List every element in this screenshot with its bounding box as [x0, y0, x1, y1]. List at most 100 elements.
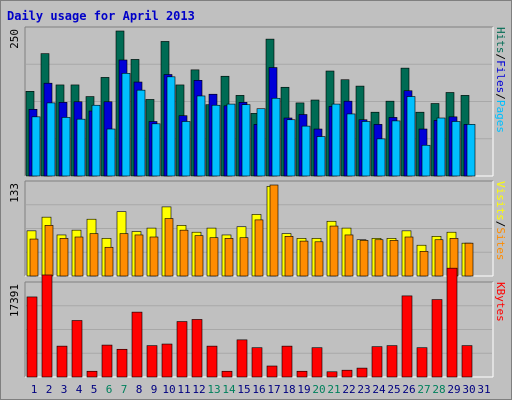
- legend-entry: Files: [494, 60, 507, 93]
- day-label: 27: [417, 383, 430, 396]
- pages-bar: [46, 102, 56, 177]
- day-label: 4: [76, 383, 83, 396]
- y-max-label: 250: [8, 29, 21, 49]
- day-label: 1: [31, 383, 38, 396]
- sites-bar: [284, 236, 294, 277]
- pages-bar: [421, 144, 431, 177]
- day-label: 3: [61, 383, 68, 396]
- day-label: 14: [222, 383, 236, 396]
- pages-bar: [466, 124, 476, 177]
- kbytes-bar: [461, 345, 473, 378]
- day-label: 23: [357, 383, 370, 396]
- kbytes-bar: [206, 345, 218, 378]
- legend: Visits/Sites: [494, 181, 507, 261]
- sites-bar: [434, 239, 444, 277]
- pages-bar: [286, 119, 296, 177]
- sites-bar: [134, 234, 144, 277]
- sites-bar: [209, 237, 219, 277]
- kbytes-bar: [41, 274, 53, 378]
- y-max-label: 133: [8, 183, 21, 203]
- pages-bar: [316, 136, 326, 177]
- y-max-label: 17391: [8, 284, 21, 317]
- kbytes-bar: [371, 346, 383, 378]
- kbytes-bar: [71, 320, 83, 378]
- sites-bar: [104, 246, 114, 277]
- pages-bar: [331, 103, 341, 177]
- kbytes-bar: [266, 365, 278, 378]
- kbytes-bar: [326, 371, 338, 378]
- pages-bar: [346, 113, 356, 177]
- pages-bar: [196, 95, 206, 177]
- day-label: 22: [342, 383, 355, 396]
- kbytes-bar: [281, 345, 293, 378]
- sites-bar: [359, 240, 369, 277]
- day-label: 29: [447, 383, 460, 396]
- pages-bar: [256, 108, 266, 177]
- kbytes-bar: [191, 319, 203, 378]
- sites-bar: [374, 239, 384, 277]
- pages-bar: [91, 104, 101, 177]
- kbytes-bar: [341, 369, 353, 378]
- kbytes-bar: [251, 347, 263, 378]
- legend-entry: /: [494, 54, 507, 61]
- pages-bar: [361, 121, 371, 177]
- sites-bar: [419, 251, 429, 277]
- kbytes-bar: [446, 267, 458, 378]
- pages-bar: [451, 121, 461, 177]
- day-label: 2: [46, 383, 53, 396]
- sites-bar: [164, 218, 174, 277]
- legend-entry: /: [494, 221, 507, 228]
- kbytes-bar: [311, 347, 323, 378]
- legend: KBytes: [494, 282, 507, 322]
- sites-bar: [29, 238, 39, 277]
- day-label: 30: [462, 383, 475, 396]
- sites-bar: [344, 234, 354, 277]
- pages-bar: [241, 104, 251, 177]
- kbytes-bar: [56, 345, 68, 378]
- pages-bar: [166, 76, 176, 177]
- day-label: 15: [237, 383, 250, 396]
- legend-entry: /: [494, 93, 507, 100]
- kbytes-bar: [176, 321, 188, 378]
- kbytes-bar: [416, 347, 428, 378]
- day-label: 11: [177, 383, 190, 396]
- day-label: 26: [402, 383, 415, 396]
- kbytes-bar: [86, 370, 98, 378]
- day-label: 8: [136, 383, 143, 396]
- day-label: 17: [267, 383, 280, 396]
- sites-bar: [269, 184, 279, 277]
- sites-bar: [404, 236, 414, 277]
- sites-bar: [329, 225, 339, 277]
- sites-bar: [464, 242, 474, 277]
- legend-entry: Sites: [494, 227, 507, 260]
- pages-bar: [31, 116, 41, 177]
- pages-bar: [151, 123, 161, 177]
- pages-bar: [136, 89, 146, 177]
- sites-bar: [194, 235, 204, 277]
- legend-entry: Visits: [494, 181, 507, 221]
- pages-bar: [211, 104, 221, 177]
- legend-entry: Hits: [494, 27, 507, 54]
- pages-bar: [436, 117, 446, 177]
- pages-bar: [271, 97, 281, 177]
- sites-bar: [74, 236, 84, 277]
- day-label: 7: [121, 383, 128, 396]
- pages-bar: [61, 117, 71, 177]
- sites-bar: [44, 225, 54, 277]
- sites-bar: [224, 238, 234, 277]
- day-label: 16: [252, 383, 265, 396]
- sites-bar: [239, 237, 249, 277]
- day-label: 24: [372, 383, 386, 396]
- pages-bar: [301, 125, 311, 177]
- day-label: 20: [312, 383, 325, 396]
- day-label: 12: [192, 383, 205, 396]
- pages-bar: [376, 138, 386, 177]
- sites-bar: [314, 241, 324, 277]
- kbytes-bar: [356, 367, 368, 378]
- day-label: 10: [162, 383, 175, 396]
- kbytes-bar: [386, 345, 398, 378]
- kbytes-bar: [131, 311, 143, 378]
- day-label: 18: [282, 383, 295, 396]
- day-label: 5: [91, 383, 98, 396]
- day-label: 31: [477, 383, 490, 396]
